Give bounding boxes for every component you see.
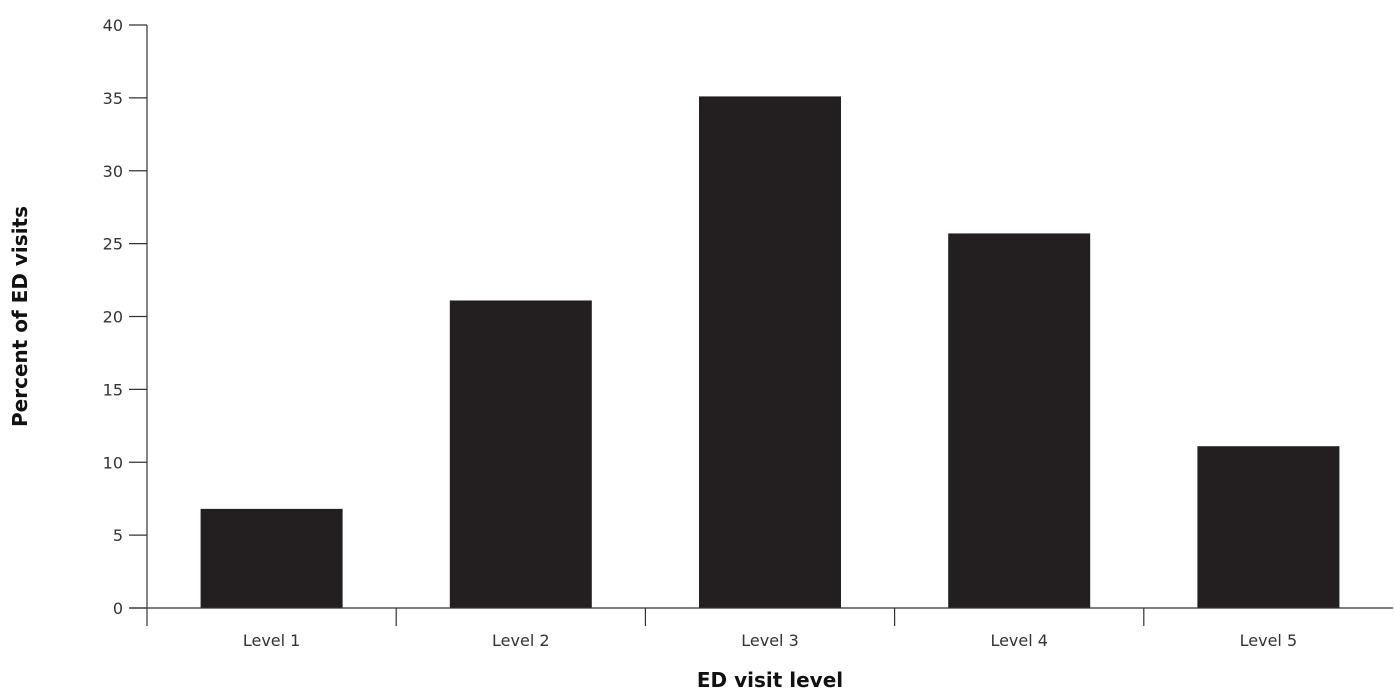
y-tick-label: 20	[103, 308, 123, 327]
bars-group	[200, 96, 1340, 609]
bar-level-5	[1197, 446, 1340, 608]
bar-level-4	[948, 233, 1091, 609]
y-tick-label: 10	[103, 453, 123, 472]
x-category-label: Level 1	[243, 631, 301, 650]
bar-level-3	[699, 96, 841, 608]
x-category-label: Level 3	[741, 631, 799, 650]
y-tick-label: 30	[103, 162, 123, 181]
category-labels-group: Level 1 Level 2 Level 3 Level 4 Level 5	[243, 631, 1297, 650]
x-axis-title: ED visit level	[697, 668, 843, 692]
y-tick-label: 40	[103, 16, 123, 35]
y-axis-title: Percent of ED visits	[8, 206, 32, 427]
x-ticks-group	[395, 608, 1145, 626]
x-category-label: Level 4	[990, 631, 1048, 650]
bar-level-2	[449, 300, 592, 608]
y-tick-label: 35	[103, 89, 123, 108]
x-category-label: Level 2	[492, 631, 550, 650]
y-tick-label: 5	[113, 526, 123, 545]
bar-level-1	[200, 508, 343, 608]
axes-group	[129, 25, 1393, 626]
y-tick-label: 25	[103, 235, 123, 254]
y-tick-label: 15	[103, 380, 123, 399]
y-ticks-group: 0 5 10 15 20 25 30 35 40	[103, 16, 147, 618]
y-tick-label: 0	[113, 599, 123, 618]
x-category-label: Level 5	[1240, 631, 1298, 650]
